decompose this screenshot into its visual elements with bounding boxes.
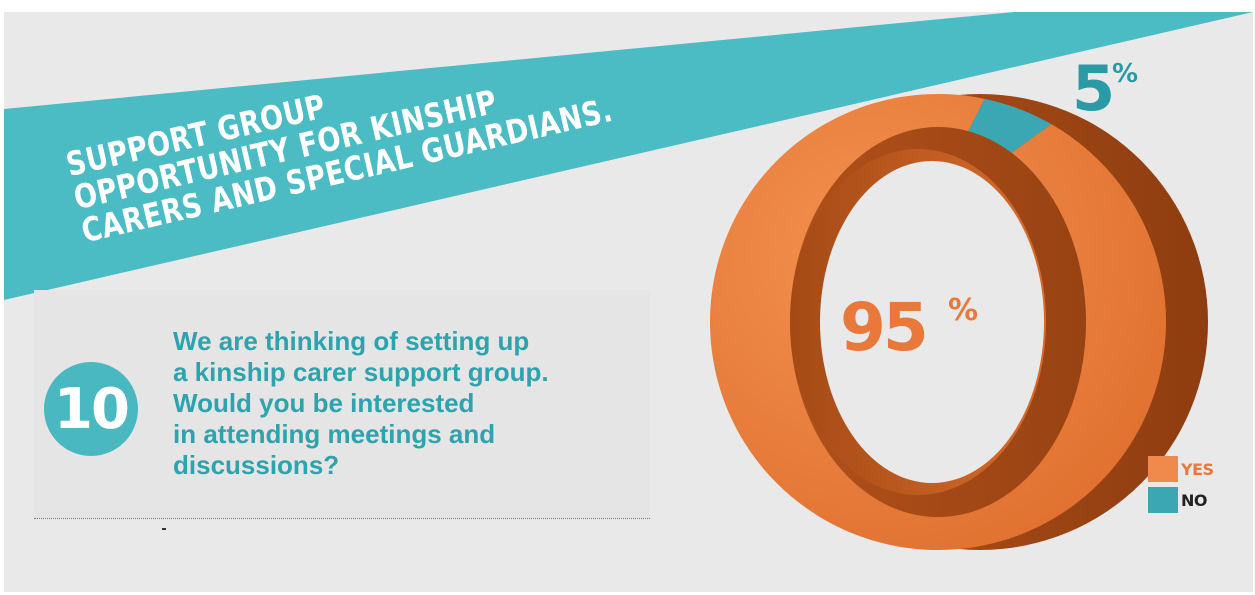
question-number-badge: 10 (44, 362, 138, 456)
legend-swatch-yes (1148, 456, 1178, 482)
label-no-percent: 5 (1072, 60, 1115, 125)
donut-hole (820, 161, 1044, 483)
question-line-1: We are thinking of setting up (173, 326, 530, 356)
question-text: We are thinking of setting up a kinship … (173, 326, 653, 481)
divider-tick (162, 528, 166, 530)
label-yes-percent-sign: % (948, 293, 978, 328)
legend-label-yes: YES (1181, 459, 1214, 479)
label-no-percent-sign: % (1112, 60, 1138, 89)
question-line-4: in attending meetings and (173, 419, 496, 449)
donut-chart: 95 %5% (709, 60, 1208, 550)
question-line-3: Would you be interested (173, 388, 475, 418)
legend-item-yes: YES (1148, 456, 1214, 482)
label-yes-percent: 95 (840, 289, 926, 366)
donut-slice-no (968, 98, 1052, 153)
legend-label-no: NO (1181, 490, 1208, 510)
legend-swatch-no (1148, 487, 1178, 513)
question-line-5: discussions? (173, 450, 340, 480)
question-line-2: a kinship carer support group. (173, 357, 549, 387)
banner-ribbon (4, 12, 1253, 300)
chart-legend: YES NO (1148, 456, 1214, 518)
legend-item-no: NO (1148, 487, 1214, 513)
